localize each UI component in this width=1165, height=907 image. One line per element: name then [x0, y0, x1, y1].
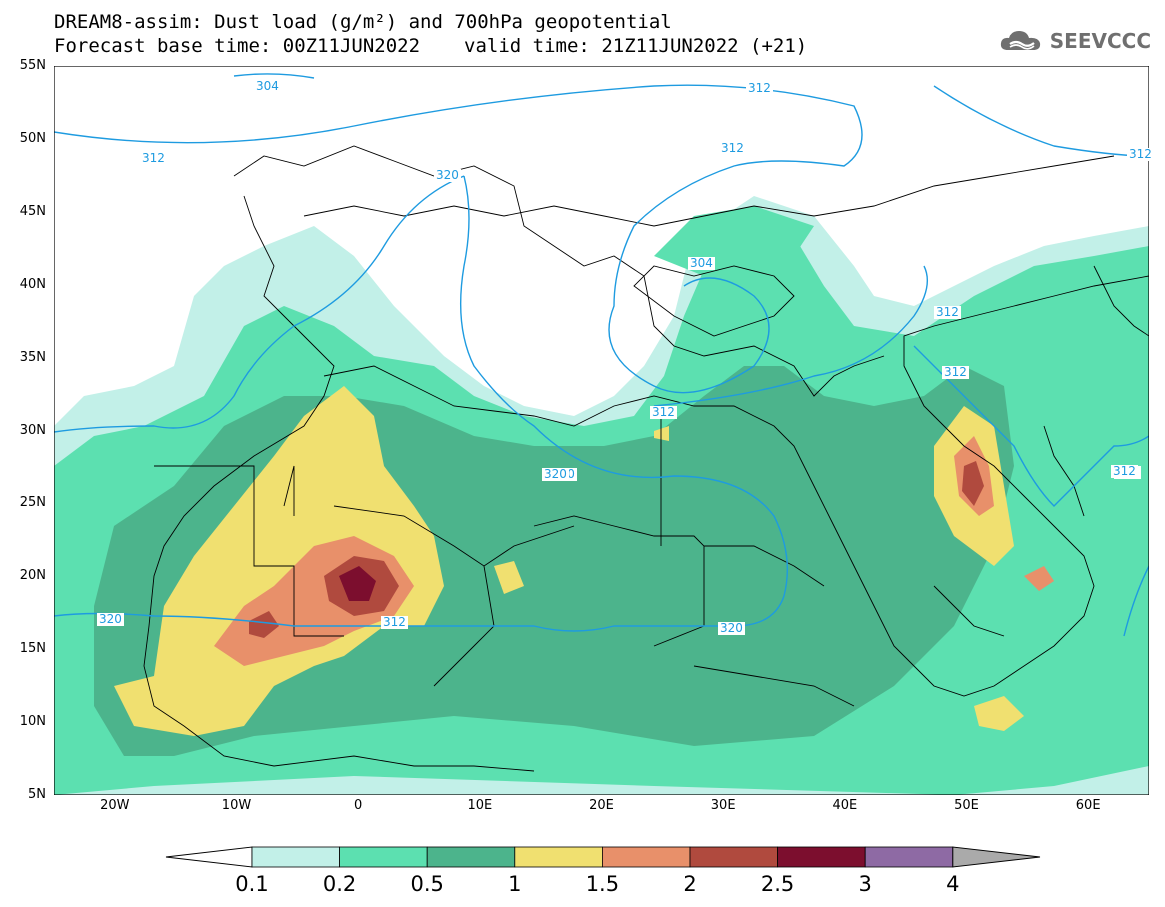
- dust-area-2.5: [339, 566, 376, 601]
- lon-label: 10W: [221, 798, 252, 813]
- colorbar-label: 2.5: [760, 872, 795, 896]
- colorbar-label: 4: [946, 872, 960, 896]
- lon-label: 50E: [954, 798, 979, 813]
- lat-label: 20N: [19, 568, 46, 584]
- lat-label: 45N: [19, 203, 46, 219]
- contour-label: 312: [719, 141, 746, 155]
- contour-label: 320: [434, 168, 461, 182]
- contour-label: 312: [746, 81, 773, 95]
- lat-label: 30N: [19, 422, 46, 438]
- lon-label: 60E: [1075, 798, 1101, 813]
- contour-label: 304: [254, 79, 281, 93]
- lat-label: 15N: [19, 641, 46, 657]
- contour-label: 320: [542, 467, 569, 481]
- contour-label: 320: [97, 612, 124, 626]
- seevccc-logo: SEEVCCC: [998, 28, 1151, 54]
- lat-label: 50N: [19, 130, 46, 146]
- base-time: Forecast base time: 00Z11JUN2022: [54, 35, 421, 57]
- lon-label: 30E: [710, 798, 736, 813]
- colorbar-label: 1: [508, 872, 522, 896]
- colorbar-right-arrow: [952, 846, 1041, 868]
- dust-map: [54, 66, 1149, 795]
- colorbar-label: 1.5: [585, 872, 620, 896]
- logo-text: SEEVCCC: [1049, 29, 1151, 53]
- contour-label: 312: [381, 615, 408, 629]
- contour-label: 312: [650, 405, 677, 419]
- geopotential-contours: [54, 73, 1149, 637]
- lat-label: 5N: [28, 787, 46, 802]
- colorbar-label: 2: [683, 872, 697, 896]
- colorbar-label: 0.1: [235, 872, 269, 896]
- lat-label: 40N: [19, 276, 46, 292]
- contour-label: 304: [688, 256, 715, 270]
- lat-label: 55N: [19, 58, 46, 73]
- cloud-icon: [1000, 31, 1040, 50]
- lat-label: 10N: [19, 714, 46, 730]
- colorbar-label: 3: [858, 872, 872, 896]
- contour-label: 312: [1111, 464, 1138, 478]
- colorbar-bin: [514, 846, 603, 868]
- contour-label: 312: [140, 151, 167, 165]
- colorbar-bin: [864, 846, 954, 868]
- colorbar-bin: [339, 846, 428, 868]
- lon-label: 0: [354, 798, 363, 813]
- contour-label: 312: [942, 365, 969, 379]
- colorbar-bin: [426, 846, 516, 868]
- contour-label: 320: [718, 621, 745, 635]
- time-info: Forecast base time: 00Z11JUN2022 valid ti…: [54, 36, 807, 56]
- colorbar-label: 0.2: [322, 872, 357, 896]
- lat-label: 25N: [19, 495, 46, 511]
- colorbar-bin: [602, 846, 691, 868]
- land-outlines: [143, 145, 1149, 772]
- lat-label: 35N: [19, 349, 46, 365]
- colorbar-bin: [251, 846, 340, 868]
- lon-label: 20E: [589, 798, 614, 813]
- lon-label: 40E: [832, 798, 858, 813]
- colorbar-label: 0.5: [410, 872, 444, 896]
- colorbar-bin: [689, 846, 778, 868]
- colorbar-bin: [777, 846, 866, 868]
- colorbar-left-arrow: [165, 846, 253, 868]
- map-title: DREAM8-assim: Dust load (g/m²) and 700hP…: [54, 11, 672, 33]
- contour-label: 312: [934, 305, 961, 319]
- contour-label: 312: [1127, 147, 1154, 161]
- valid-time: valid time: 21Z11JUN2022 (+21): [464, 35, 808, 57]
- lon-label: 20W: [100, 798, 130, 813]
- lon-label: 10E: [467, 798, 493, 813]
